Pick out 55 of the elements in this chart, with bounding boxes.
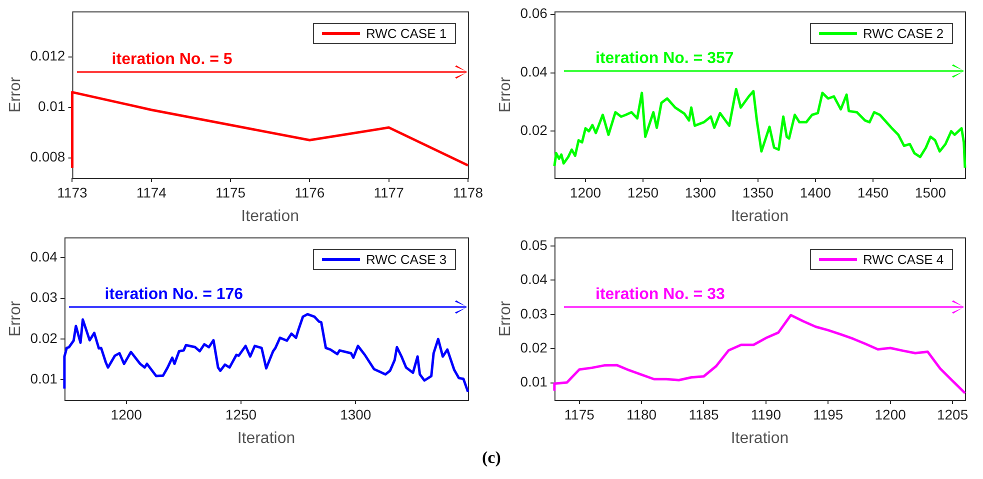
x-tick-label: 1200 xyxy=(570,184,602,200)
y-tick-label: 0.012 xyxy=(30,48,66,64)
y-tick-label: 0.04 xyxy=(520,64,548,80)
text: (c) xyxy=(482,448,501,468)
x-tick-label: 1200 xyxy=(110,406,142,422)
x-tick-label: 1178 xyxy=(452,184,484,200)
x-axis-title: Iteration xyxy=(730,430,789,447)
legend-label: RWC CASE 3 xyxy=(366,252,447,268)
y-tick-label: 0.01 xyxy=(520,374,548,390)
x-tick-label: 1205 xyxy=(936,406,968,422)
x-axis-title: Iteration xyxy=(237,430,296,447)
y-axis-title: Error xyxy=(497,300,514,336)
legend-label: RWC CASE 1 xyxy=(366,26,447,42)
x-tick-label: 1300 xyxy=(340,406,372,422)
x-tick-label: 1175 xyxy=(564,406,595,422)
x-tick-label: 1250 xyxy=(225,406,257,422)
annotation: iteration No. = 357 xyxy=(596,50,734,68)
x-tick-label: 1174 xyxy=(136,184,167,200)
x-tick-label: 1400 xyxy=(800,184,832,200)
y-tick-label: 0.06 xyxy=(520,5,548,22)
y-tick-label: 0.02 xyxy=(30,330,58,346)
y-tick-label: 0.03 xyxy=(30,289,58,306)
y-tick-label: 0.02 xyxy=(520,340,548,356)
x-tick-label: 1500 xyxy=(914,184,946,200)
y-tick-label: 0.03 xyxy=(520,305,548,322)
x-axis-title: Iteration xyxy=(730,208,789,225)
x-tick-label: 1250 xyxy=(627,184,659,200)
y-tick-label: 0.02 xyxy=(520,122,548,138)
x-tick-label: 1450 xyxy=(857,184,889,200)
y-axis-title: Error xyxy=(7,300,24,336)
x-tick-label: 1180 xyxy=(626,406,657,422)
x-tick-label: 1173 xyxy=(57,184,88,200)
x-axis-title: Iteration xyxy=(241,208,299,225)
y-tick-label: 0.008 xyxy=(30,148,66,165)
x-tick-label: 1200 xyxy=(874,406,906,422)
y-tick-label: 0.01 xyxy=(38,98,66,114)
annotation: iteration No. = 33 xyxy=(596,286,725,304)
x-tick-label: 1350 xyxy=(742,184,774,200)
y-axis-title: Error xyxy=(7,76,24,112)
y-tick-label: 0.04 xyxy=(520,271,548,288)
x-tick-label: 1190 xyxy=(750,406,782,422)
y-axis-title: Error xyxy=(497,76,514,112)
x-tick-label: 1177 xyxy=(374,184,404,200)
y-tick-label: 0.05 xyxy=(520,236,548,253)
annotation: iteration No. = 176 xyxy=(104,286,244,304)
x-tick-label: 1175 xyxy=(215,184,246,200)
x-tick-label: 1176 xyxy=(294,184,325,200)
legend-label: RWC CASE 4 xyxy=(863,252,944,268)
x-tick-label: 1195 xyxy=(813,406,844,422)
y-tick-label: 0.01 xyxy=(30,370,58,387)
x-tick-label: 1185 xyxy=(688,406,720,422)
y-tick-label: 0.04 xyxy=(30,248,58,265)
x-tick-label: 1300 xyxy=(684,184,716,200)
annotation: iteration No. = 5 xyxy=(112,51,232,70)
legend-label: RWC CASE 2 xyxy=(863,26,944,42)
